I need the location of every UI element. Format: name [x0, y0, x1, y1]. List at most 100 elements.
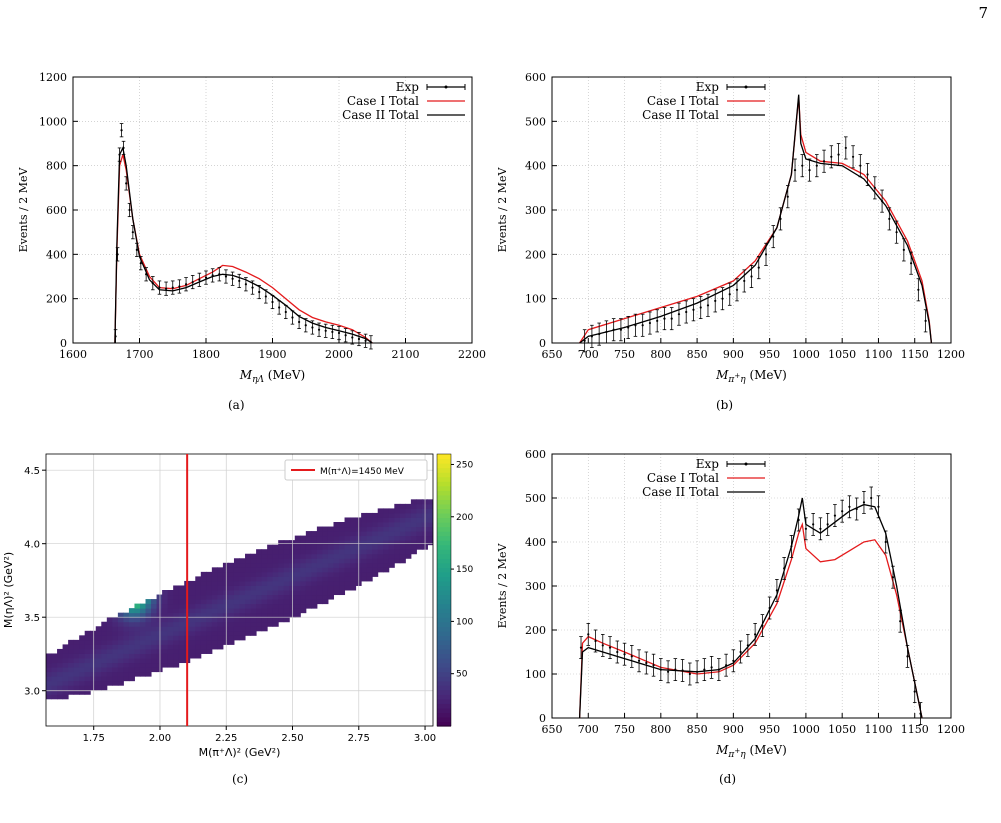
heatmap-cell: [84, 680, 91, 686]
heatmap-cell: [344, 522, 351, 528]
heatmap-cell: [117, 630, 124, 636]
heatmap-cell: [261, 621, 268, 627]
heatmap-cell: [366, 544, 373, 550]
heatmap-cell: [316, 540, 323, 546]
case2-line: [114, 145, 373, 344]
heatmap-cell: [399, 522, 406, 528]
heatmap-cell: [73, 644, 80, 650]
heatmap-cell: [427, 522, 433, 528]
heatmap-cell: [211, 590, 218, 596]
heatmap-cell: [134, 653, 141, 659]
heatmap-cell: [217, 576, 224, 582]
heatmap-cell: [300, 585, 307, 591]
exp-point: [728, 293, 731, 296]
x-tick-label: 1100: [864, 723, 892, 736]
heatmap-cell: [283, 590, 290, 596]
heatmap-cell: [333, 576, 340, 582]
exp-point: [656, 319, 659, 322]
heatmap-cell: [383, 522, 390, 528]
heatmap-cell: [106, 667, 113, 673]
heatmap-cell: [173, 612, 180, 618]
heatmap-cell: [211, 644, 218, 650]
heatmap-cell: [233, 594, 240, 600]
heatmap-cell: [134, 630, 141, 636]
heatmap-cell: [278, 594, 285, 600]
x-tick-label: 1600: [59, 348, 87, 361]
heatmap-cell: [167, 658, 174, 664]
exp-point: [594, 639, 597, 643]
heatmap-cell: [294, 612, 301, 618]
heatmap-cell: [394, 540, 401, 546]
heatmap-cell: [106, 653, 113, 659]
heatmap-cell: [84, 644, 91, 650]
heatmap-cell: [178, 653, 185, 659]
heatmap-cell: [46, 685, 53, 691]
colorbar-segment: [437, 658, 451, 664]
heatmap-cell: [162, 630, 169, 636]
heatmap-cell: [178, 648, 185, 654]
heatmap-cell: [283, 585, 290, 591]
heatmap-cell: [250, 553, 257, 559]
heatmap-cell: [350, 576, 357, 582]
heatmap-cell: [361, 512, 368, 518]
heatmap-cell: [344, 585, 351, 591]
heatmap-cell: [256, 571, 263, 577]
exp-point: [648, 321, 652, 325]
exp-point: [151, 282, 154, 285]
heatmap-cell: [256, 558, 263, 564]
heatmap-cell: [51, 671, 58, 677]
heatmap-cell: [333, 522, 340, 528]
heatmap-cell: [361, 571, 368, 577]
heatmap-cell: [167, 644, 174, 650]
heatmap-cell: [388, 517, 395, 523]
heatmap-cell: [344, 535, 351, 541]
colorbar-segment: [437, 503, 451, 509]
heatmap-cell: [322, 599, 329, 605]
heatmap-cell: [405, 540, 412, 546]
heatmap-cell: [117, 639, 124, 645]
heatmap-cell: [51, 662, 58, 668]
heatmap-cell: [167, 594, 174, 600]
heatmap-cell: [95, 644, 102, 650]
heatmap-cell: [416, 517, 423, 523]
heatmap-cell: [316, 599, 323, 605]
heatmap-cell: [134, 617, 141, 623]
exp-point: [224, 275, 228, 278]
heatmap-cell: [410, 517, 417, 523]
heatmap-cell: [405, 512, 412, 518]
heatmap-cell: [294, 576, 301, 582]
heatmap-cell: [316, 576, 323, 582]
heatmap-cell: [117, 644, 124, 650]
heatmap-cell: [206, 635, 213, 641]
exp-point: [888, 217, 891, 220]
heatmap-cell: [350, 517, 357, 523]
heatmap-cell: [283, 612, 290, 618]
heatmap-cell: [294, 599, 301, 605]
exp-point: [743, 279, 746, 283]
colorbar-segment: [437, 576, 451, 582]
heatmap-cell: [123, 617, 130, 623]
heatmap-cell: [206, 585, 213, 591]
heatmap-cell: [267, 608, 274, 614]
heatmap-cell: [189, 648, 196, 654]
heatmap-cell: [139, 658, 147, 664]
heatmap-cell: [267, 590, 274, 596]
heatmap-cell: [294, 562, 301, 568]
heatmap-cell: [128, 648, 135, 654]
heatmap-cell: [300, 580, 307, 586]
heatmap-cell: [311, 599, 318, 605]
heatmap-cell: [79, 653, 86, 659]
heatmap-cell: [361, 531, 368, 537]
heatmap-cell: [410, 531, 417, 537]
heatmap-cell: [156, 603, 163, 609]
heatmap-cell: [211, 571, 218, 577]
heatmap-cell: [339, 571, 346, 577]
x-tick-label: 1700: [126, 348, 154, 361]
heatmap-cell: [73, 676, 80, 682]
heatmap-cell: [327, 526, 334, 532]
heatmap-cell: [200, 635, 207, 641]
heatmap-cell: [372, 562, 379, 568]
heatmap-cell: [333, 549, 340, 555]
exp-point: [703, 668, 706, 671]
colorbar-segment: [437, 612, 451, 618]
